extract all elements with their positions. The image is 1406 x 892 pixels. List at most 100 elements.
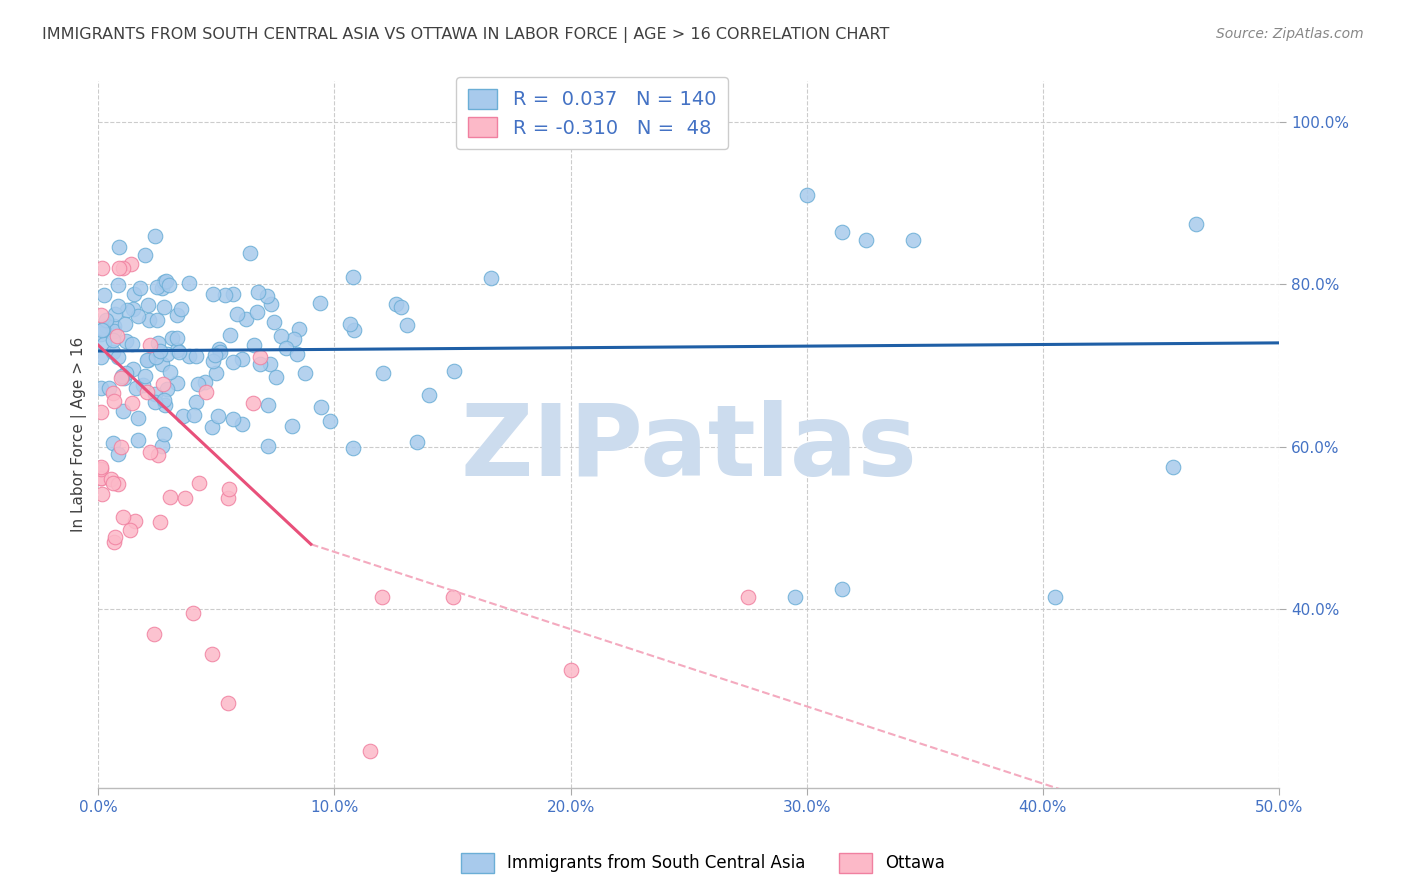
Point	[166, 330, 188, 344]
Legend: R =  0.037   N = 140, R = -0.310   N =  48: R = 0.037 N = 140, R = -0.310 N = 48	[457, 77, 728, 149]
Point	[831, 582, 853, 596]
Point	[222, 286, 245, 301]
Point	[146, 448, 169, 462]
Point	[153, 393, 176, 408]
Point	[166, 376, 188, 390]
Point	[179, 277, 201, 291]
Point	[107, 447, 129, 461]
Point	[134, 248, 156, 262]
Point	[146, 336, 169, 351]
Point	[194, 375, 217, 389]
Point	[218, 483, 240, 497]
Point	[134, 368, 156, 383]
Point	[159, 490, 181, 504]
Legend: Immigrants from South Central Asia, Ottawa: Immigrants from South Central Asia, Otta…	[454, 847, 952, 880]
Point	[319, 414, 342, 428]
Point	[114, 318, 136, 332]
Point	[136, 298, 159, 312]
Point	[231, 417, 253, 432]
Point	[97, 381, 120, 395]
Point	[91, 486, 114, 500]
Point	[90, 327, 112, 342]
Point	[201, 287, 224, 301]
Point	[259, 358, 281, 372]
Point	[135, 384, 157, 399]
Point	[104, 530, 127, 544]
Point	[249, 350, 271, 364]
Point	[155, 274, 177, 288]
Point	[384, 296, 406, 310]
Point	[124, 287, 146, 301]
Point	[831, 225, 853, 239]
Point	[107, 300, 129, 314]
Point	[111, 404, 134, 418]
Point	[166, 343, 188, 357]
Point	[796, 188, 818, 202]
Point	[239, 246, 262, 260]
Point	[560, 663, 582, 677]
Point	[150, 439, 173, 453]
Point	[222, 412, 245, 426]
Point	[260, 297, 283, 311]
Point	[115, 366, 138, 380]
Point	[274, 341, 297, 355]
Point	[783, 590, 806, 604]
Point	[90, 261, 112, 276]
Point	[170, 302, 193, 317]
Point	[112, 371, 135, 385]
Point	[270, 329, 292, 343]
Point	[263, 315, 285, 329]
Point	[103, 318, 125, 333]
Point	[406, 435, 429, 450]
Text: ZIPatlas: ZIPatlas	[460, 401, 917, 497]
Point	[201, 647, 224, 661]
Point	[204, 348, 226, 362]
Point	[146, 279, 169, 293]
Text: Source: ZipAtlas.com: Source: ZipAtlas.com	[1216, 27, 1364, 41]
Point	[93, 337, 115, 351]
Point	[152, 275, 174, 289]
Point	[247, 285, 270, 299]
Point	[208, 343, 231, 357]
Point	[125, 381, 148, 395]
Point	[166, 308, 188, 322]
Point	[183, 408, 205, 422]
Point	[145, 351, 167, 365]
Point	[443, 363, 465, 377]
Point	[188, 475, 211, 490]
Point	[1161, 460, 1184, 475]
Point	[285, 347, 308, 361]
Point	[309, 400, 332, 414]
Point	[111, 369, 134, 384]
Point	[155, 397, 177, 411]
Point	[121, 337, 143, 351]
Point	[103, 436, 125, 450]
Point	[217, 696, 239, 710]
Point	[110, 440, 132, 454]
Point	[256, 439, 278, 453]
Point	[149, 343, 172, 358]
Point	[288, 322, 311, 336]
Point	[143, 229, 166, 244]
Point	[172, 409, 194, 423]
Point	[205, 367, 228, 381]
Point	[120, 257, 142, 271]
Point	[103, 394, 125, 409]
Point	[149, 515, 172, 529]
Point	[294, 366, 316, 380]
Point	[479, 271, 502, 285]
Point	[370, 590, 392, 604]
Point	[121, 361, 143, 376]
Point	[139, 445, 162, 459]
Point	[107, 351, 129, 365]
Point	[389, 301, 412, 315]
Point	[121, 301, 143, 316]
Point	[901, 233, 924, 247]
Point	[101, 476, 124, 491]
Point	[115, 303, 138, 318]
Point	[136, 352, 159, 367]
Point	[418, 388, 440, 402]
Point	[246, 304, 269, 318]
Point	[359, 744, 381, 758]
Point	[120, 523, 142, 537]
